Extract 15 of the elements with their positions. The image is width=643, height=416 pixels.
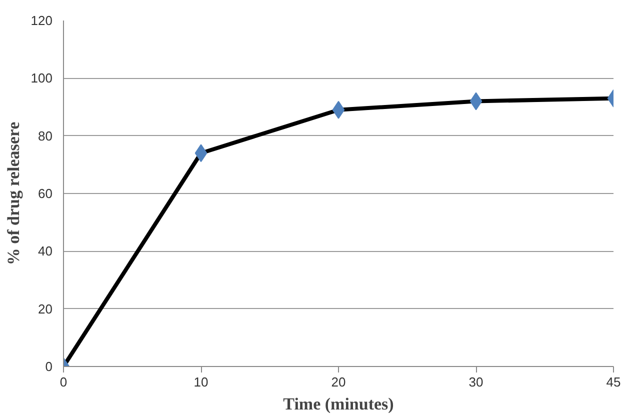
- y-tick-label: 40: [38, 244, 53, 259]
- y-tick-label: 0: [45, 359, 53, 374]
- x-tick-label: 45: [606, 374, 621, 390]
- y-tick-label: 60: [38, 186, 53, 201]
- x-tick-label: 20: [331, 374, 346, 390]
- x-tick-label: 10: [194, 374, 208, 390]
- y-tick-label: 100: [30, 70, 53, 86]
- x-tick-label: 0: [60, 374, 68, 390]
- y-tick-label: 20: [38, 301, 53, 316]
- y-tick-label: 80: [38, 128, 53, 144]
- x-axis-title: Time (minutes): [283, 394, 394, 414]
- y-axis-title: % of drug releasere: [4, 121, 23, 266]
- x-tick-label: 30: [468, 374, 484, 390]
- point: [332, 100, 345, 119]
- y-tick-label: 120: [30, 13, 53, 28]
